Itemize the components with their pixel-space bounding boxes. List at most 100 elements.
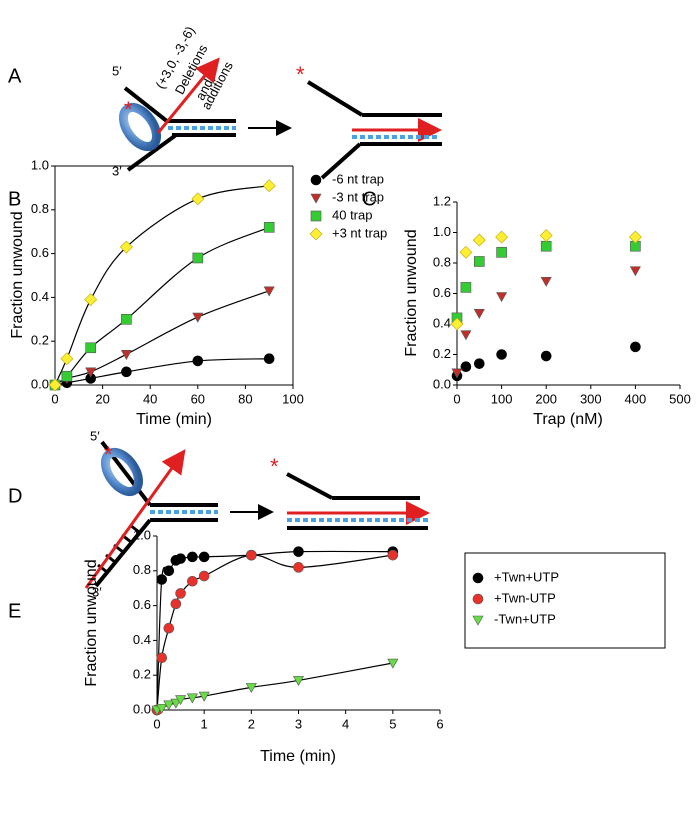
panel-label: E	[8, 600, 21, 622]
y-tick-label: 0.4	[133, 632, 151, 647]
marker	[156, 652, 168, 664]
fit-line	[156, 554, 393, 711]
marker	[85, 367, 97, 378]
marker	[460, 282, 472, 293]
diagram-d	[84, 440, 430, 589]
marker	[262, 179, 276, 193]
marker	[263, 222, 275, 233]
y-tick-label: 0.8	[31, 201, 49, 216]
marker	[175, 588, 186, 599]
x-tick-label: 200	[535, 391, 557, 406]
x-tick-label: 0	[153, 716, 160, 731]
marker	[192, 252, 204, 264]
x-tick-label: 3	[295, 716, 302, 731]
marker	[198, 570, 210, 582]
marker	[263, 286, 275, 297]
panel-label: D	[8, 485, 22, 507]
marker	[495, 230, 509, 244]
x-axis-title: Time (min)	[136, 411, 212, 428]
marker	[191, 192, 205, 206]
y-tick-label: 0.8	[433, 254, 451, 269]
marker	[198, 691, 210, 702]
marker	[629, 266, 641, 277]
five-prime-label: 5′	[112, 63, 122, 78]
marker	[472, 233, 486, 247]
diagram-a	[118, 57, 442, 180]
x-tick-label: 4	[342, 716, 349, 731]
y-tick-label: 0.4	[31, 289, 49, 304]
x-tick-label: 100	[282, 391, 304, 406]
marker	[496, 247, 507, 258]
marker	[163, 565, 175, 577]
y-axis-title: Fraction unwound	[403, 229, 420, 356]
legend-label: -6 nt trap	[332, 171, 384, 186]
x-tick-label: 0	[453, 391, 460, 406]
marker	[630, 341, 641, 353]
marker	[292, 676, 305, 687]
y-tick-label: 1.0	[433, 224, 451, 239]
y-tick-label: 0.2	[31, 333, 49, 348]
x-tick-label: 40	[143, 391, 157, 406]
marker	[170, 698, 182, 709]
marker	[460, 330, 472, 341]
marker	[539, 229, 553, 242]
y-tick-label: 1.0	[31, 157, 49, 172]
marker	[163, 700, 175, 711]
y-tick-label: 0.0	[433, 376, 451, 391]
marker	[246, 549, 257, 561]
marker	[121, 313, 132, 325]
marker	[187, 551, 198, 563]
marker	[450, 317, 464, 331]
marker	[121, 366, 132, 378]
marker	[61, 370, 73, 382]
marker	[84, 293, 98, 307]
marker	[628, 230, 642, 244]
marker	[187, 575, 198, 587]
three-prime-label: 3′	[112, 163, 122, 178]
x-tick-label: 60	[191, 391, 205, 406]
label-star: *	[270, 454, 279, 479]
x-tick-label: 1	[201, 716, 208, 731]
marker	[186, 693, 198, 704]
legend-label: +3 nt trap	[332, 225, 387, 240]
marker	[198, 551, 210, 563]
marker	[496, 292, 508, 303]
marker	[60, 352, 74, 366]
x-tick-label: 100	[491, 391, 513, 406]
marker	[540, 350, 552, 362]
legend-label: 40 trap	[332, 207, 372, 222]
x-tick-label: 400	[625, 391, 647, 406]
marker	[472, 572, 484, 584]
y-axis-title: Fraction unwound	[9, 211, 26, 338]
panel-label: C	[362, 188, 376, 210]
marker	[119, 240, 133, 254]
legend-label: -3 nt trap	[332, 189, 384, 204]
x-tick-label: 20	[95, 391, 109, 406]
marker	[245, 683, 257, 693]
legend-box	[464, 552, 666, 649]
label-star: *	[124, 97, 133, 122]
x-axis-title: Time (min)	[260, 748, 336, 765]
y-tick-label: 0.0	[133, 701, 151, 716]
marker	[309, 227, 323, 241]
y-axis-title: Fraction unwound	[83, 559, 100, 686]
x-tick-label: 5	[389, 716, 396, 731]
marker	[540, 276, 552, 287]
panel-label: B	[8, 188, 21, 210]
marker	[156, 574, 168, 585]
label-star: *	[104, 442, 113, 467]
marker	[48, 378, 62, 392]
marker	[472, 615, 484, 626]
x-tick-label: 300	[580, 391, 602, 406]
y-tick-label: 0.6	[433, 285, 451, 300]
marker	[170, 598, 182, 610]
marker	[459, 245, 473, 259]
marker	[310, 210, 322, 222]
fit-line	[156, 550, 393, 711]
fit-line	[54, 185, 270, 386]
marker	[120, 350, 132, 360]
x-tick-label: 0	[51, 391, 58, 406]
x-tick-label: 80	[238, 391, 252, 406]
marker	[473, 358, 485, 369]
